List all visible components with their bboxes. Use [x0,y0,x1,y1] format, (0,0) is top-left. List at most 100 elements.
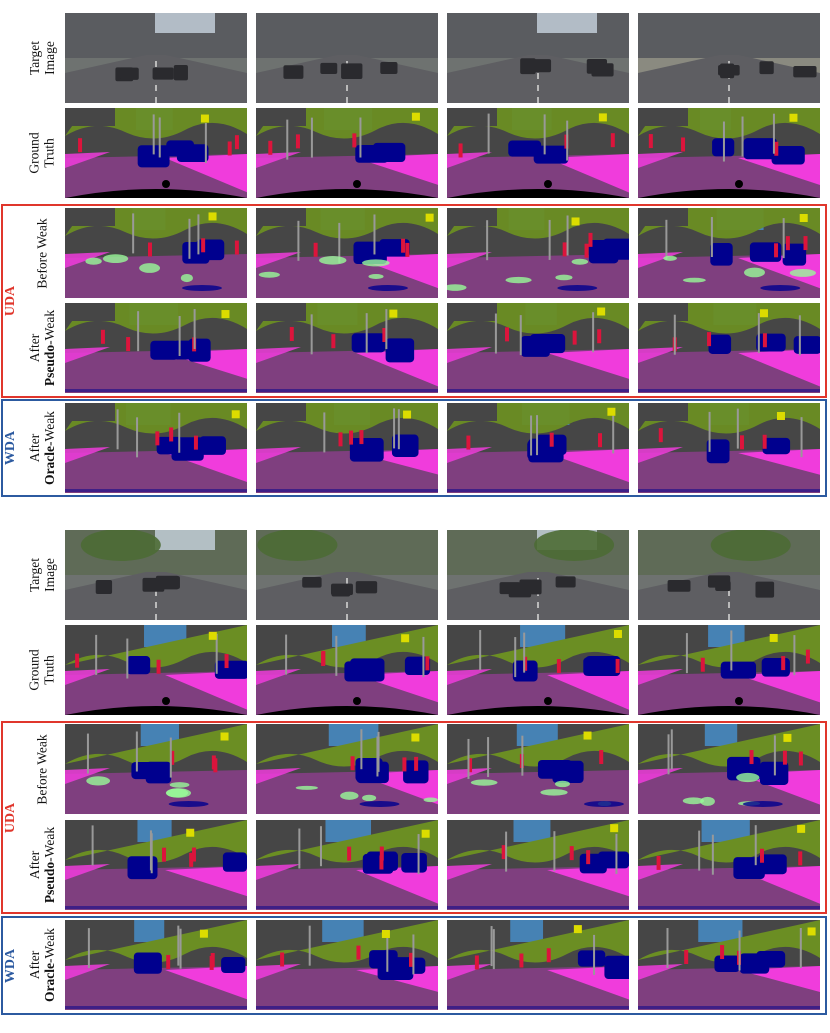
seg-terrain-noise [295,785,318,790]
seg-car [188,338,211,362]
seg-sign [381,929,390,938]
after-oracle-weak-4 [638,403,820,493]
seg-pole [126,638,129,679]
seg-pole [530,415,533,456]
photo-car [355,581,378,594]
seg-pole [132,213,135,254]
seg-sidewalk-left [447,252,492,268]
seg-pole [754,825,757,866]
seg-pole [487,113,490,154]
seg-building-left [447,303,497,321]
seg-person [295,134,300,149]
seg-person [75,653,80,668]
seg-person [599,750,604,765]
seg-pole [521,735,524,776]
row-after-oracle-weak: After Oracle-Weak [0,403,830,493]
seg-person [379,846,384,861]
seg-person [798,851,803,866]
ground-truth-8 [638,625,820,715]
seg-bottom-artifact [638,1006,820,1009]
row-label-after-oracle-weak: After Oracle-Weak [27,411,57,485]
seg-terrain-noise [340,791,359,800]
seg-sign [200,114,209,123]
seg-sky [332,625,366,647]
seg-pole [670,729,673,770]
ground-truth-3 [447,108,629,198]
seg-building-left [447,108,497,126]
seg-sidewalk [547,349,629,379]
seg-car [743,138,777,160]
seg-ego-mark [353,697,361,705]
segmentation-map [65,208,247,298]
seg-bottom-artifact [65,489,247,492]
seg-sign [789,113,798,122]
seg-pole [514,637,517,678]
seg-pole [204,122,207,163]
seg-sign [597,307,606,316]
seg-pole [338,222,341,263]
seg-sidewalk-left [638,669,683,685]
seg-sidewalk-left [256,347,301,363]
seg-sign [807,927,816,936]
seg-pole [86,733,89,774]
seg-noise-blob [182,285,223,291]
seg-person [409,952,414,967]
seg-ego-vehicle [65,706,247,715]
photo-tree [710,530,791,561]
seg-person [234,240,239,255]
seg-person [227,141,232,156]
seg-pole [197,214,200,255]
seg-person [584,243,589,258]
seg-person [382,327,387,342]
seg-pole [417,834,420,875]
seg-person [501,845,506,860]
seg-car [349,437,384,462]
seg-pole [799,928,802,969]
seg-terrain-noise [744,267,765,278]
after-pseudo-weak-7 [447,820,629,910]
seg-pole [323,412,326,453]
seg-sidewalk-left [65,669,110,685]
row-label-before-weak: Before Weak [34,217,50,289]
seg-sidewalk [356,349,438,387]
seg-car [720,661,757,679]
seg-ego-mark [353,180,361,188]
photo-car [283,65,304,79]
segmentation-map [256,108,438,198]
segmentation-map [447,820,629,910]
photo-tree [534,530,615,561]
seg-pole [593,934,596,975]
seg-person [268,140,273,155]
segmentation-map [65,920,247,1010]
seg-pole [298,828,301,869]
segmentation-map [447,724,629,814]
seg-pole [615,833,618,874]
seg-person [739,435,744,450]
seg-person [785,236,790,251]
street-photo [65,13,247,103]
seg-sign [598,113,607,122]
seg-pole [612,413,615,454]
after-pseudo-weak-3 [447,303,629,393]
seg-pole [773,735,776,776]
street-photo [256,13,438,103]
seg-ego-vehicle [447,189,629,198]
seg-car [199,436,226,455]
seg-pole [177,925,180,966]
seg-pole [152,114,155,155]
seg-ego-mark [544,697,552,705]
seg-car [533,145,569,164]
seg-car [385,338,415,363]
ground-truth-1 [65,108,247,198]
seg-terrain-noise [86,776,111,786]
photo-car [715,580,731,591]
seg-ego-vehicle [638,189,820,198]
seg-sidewalk [547,866,629,897]
seg-person [347,846,352,861]
seg-sidewalk-left [65,347,110,363]
seg-vegetation [638,820,820,863]
seg-car [761,658,790,677]
segmentation-map [65,625,247,715]
seg-terrain-noise [102,254,129,264]
segmentation-map [447,208,629,298]
